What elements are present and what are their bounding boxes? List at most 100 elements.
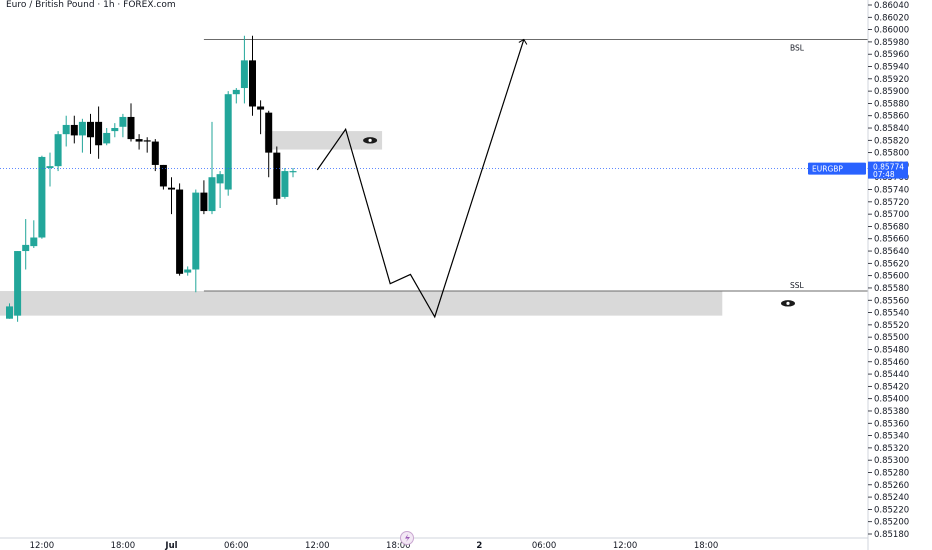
candle-body	[176, 189, 184, 274]
candle[interactable]	[22, 219, 30, 270]
candle-body	[216, 174, 224, 184]
price-tag-countdown: 07:48	[873, 170, 895, 179]
time-tick-label: 06:00	[532, 541, 557, 550]
price-tick-label: 0.85580	[874, 284, 909, 294]
candle-body	[30, 237, 38, 247]
price-tick-label: 0.85820	[874, 136, 909, 146]
candle[interactable]	[111, 123, 119, 138]
price-tick-label: 0.85720	[874, 198, 909, 208]
price-tick-label: 0.85180	[874, 530, 909, 540]
price-tag-box	[868, 161, 908, 179]
price-tick-label: 0.85240	[874, 493, 909, 503]
candle[interactable]	[216, 171, 224, 208]
price-tick-label: 0.85320	[874, 444, 909, 454]
candle[interactable]	[208, 121, 216, 215]
candle-body	[168, 187, 175, 190]
price-tick-label: 0.85420	[874, 382, 909, 392]
time-tick-label: 2	[476, 541, 482, 550]
lightning-icon[interactable]	[400, 531, 414, 545]
candle[interactable]	[87, 113, 94, 154]
price-tick-label: 0.85680	[874, 222, 909, 232]
price-tick-label: 0.85600	[874, 272, 909, 282]
price-axis: 0.86040 0.86020 0.86000 0.85980 0.85960 0.859…	[808, 0, 932, 550]
candle[interactable]	[184, 266, 192, 276]
candle-body	[103, 132, 111, 144]
price-tick-label: 0.86000	[874, 26, 909, 36]
price-tick-label: 0.85880	[874, 99, 909, 109]
candle-body	[54, 134, 62, 167]
price-tick-label: 0.85500	[874, 333, 909, 343]
candle[interactable]	[78, 118, 86, 153]
candle[interactable]	[281, 168, 289, 199]
candle[interactable]	[192, 189, 200, 293]
price-tick-label: 0.85440	[874, 370, 909, 380]
price-tick-label: 0.85540	[874, 309, 909, 319]
price-tick-label: 0.85860	[874, 112, 909, 122]
candle-body	[38, 156, 46, 238]
symbol-tag	[808, 162, 866, 175]
candle[interactable]	[103, 128, 111, 146]
candle[interactable]	[151, 139, 159, 172]
candle[interactable]	[135, 134, 143, 150]
levels-layer: BSL SSL	[203, 38, 868, 292]
candle[interactable]	[168, 177, 175, 215]
price-tick-label: 0.85360	[874, 419, 909, 429]
candle[interactable]	[14, 251, 22, 322]
supply-zone[interactable]	[264, 131, 383, 150]
price-axis-background	[868, 0, 932, 550]
candle-body	[46, 166, 54, 169]
candle[interactable]	[46, 152, 54, 187]
candle[interactable]	[289, 168, 297, 178]
projection-arrowhead	[518, 38, 528, 45]
projection-layer	[316, 38, 528, 319]
ssl-label: SSL	[790, 281, 805, 290]
candle-body	[127, 116, 135, 140]
eye-icon[interactable]	[363, 137, 378, 144]
candle[interactable]	[38, 155, 46, 239]
eye-icon[interactable]	[781, 300, 795, 307]
candle[interactable]	[62, 115, 70, 147]
candle[interactable]	[176, 183, 184, 276]
candle-body	[135, 139, 143, 142]
candle[interactable]	[265, 110, 273, 178]
candle-body	[240, 60, 248, 89]
candle-body	[289, 171, 297, 173]
time-axis: 12:00 18:00 Jul 06:00 12:00 18:00 2 06:00 12:00 1…	[0, 537, 868, 550]
candle-body	[87, 121, 94, 138]
candle-body	[232, 89, 240, 95]
candle[interactable]	[200, 180, 208, 215]
price-tick-label: 0.85640	[874, 247, 909, 257]
candle[interactable]	[249, 35, 256, 116]
candle-body	[265, 112, 273, 153]
price-tick-label: 0.85800	[874, 149, 909, 159]
candle[interactable]	[6, 303, 13, 319]
candle[interactable]	[119, 113, 127, 138]
candle[interactable]	[232, 88, 240, 104]
candle[interactable]	[127, 103, 135, 142]
projection-path[interactable]	[316, 39, 525, 319]
demand-zone[interactable]	[0, 291, 723, 316]
price-tick-label: 0.85660	[874, 235, 909, 245]
time-tick-label: 18:00	[111, 541, 136, 550]
candle[interactable]	[70, 115, 78, 144]
price-tick-label: 0.86020	[874, 13, 909, 23]
candle[interactable]	[54, 131, 62, 172]
candle-body	[62, 124, 70, 135]
price-tick-label: 0.85480	[874, 345, 909, 355]
candle-body	[192, 192, 200, 270]
price-tick-label: 0.85840	[874, 124, 909, 134]
candle[interactable]	[159, 164, 167, 190]
time-tick-label: Jul	[164, 541, 177, 550]
candle-body	[273, 152, 281, 199]
time-tick-label: 12:00	[30, 541, 55, 550]
candle[interactable]	[143, 137, 151, 153]
candle[interactable]	[240, 35, 248, 104]
candle[interactable]	[224, 91, 232, 196]
candle[interactable]	[257, 100, 265, 135]
candle[interactable]	[30, 220, 38, 248]
price-tick-label: 0.85520	[874, 321, 909, 331]
candle[interactable]	[273, 146, 281, 205]
candle[interactable]	[95, 106, 103, 159]
